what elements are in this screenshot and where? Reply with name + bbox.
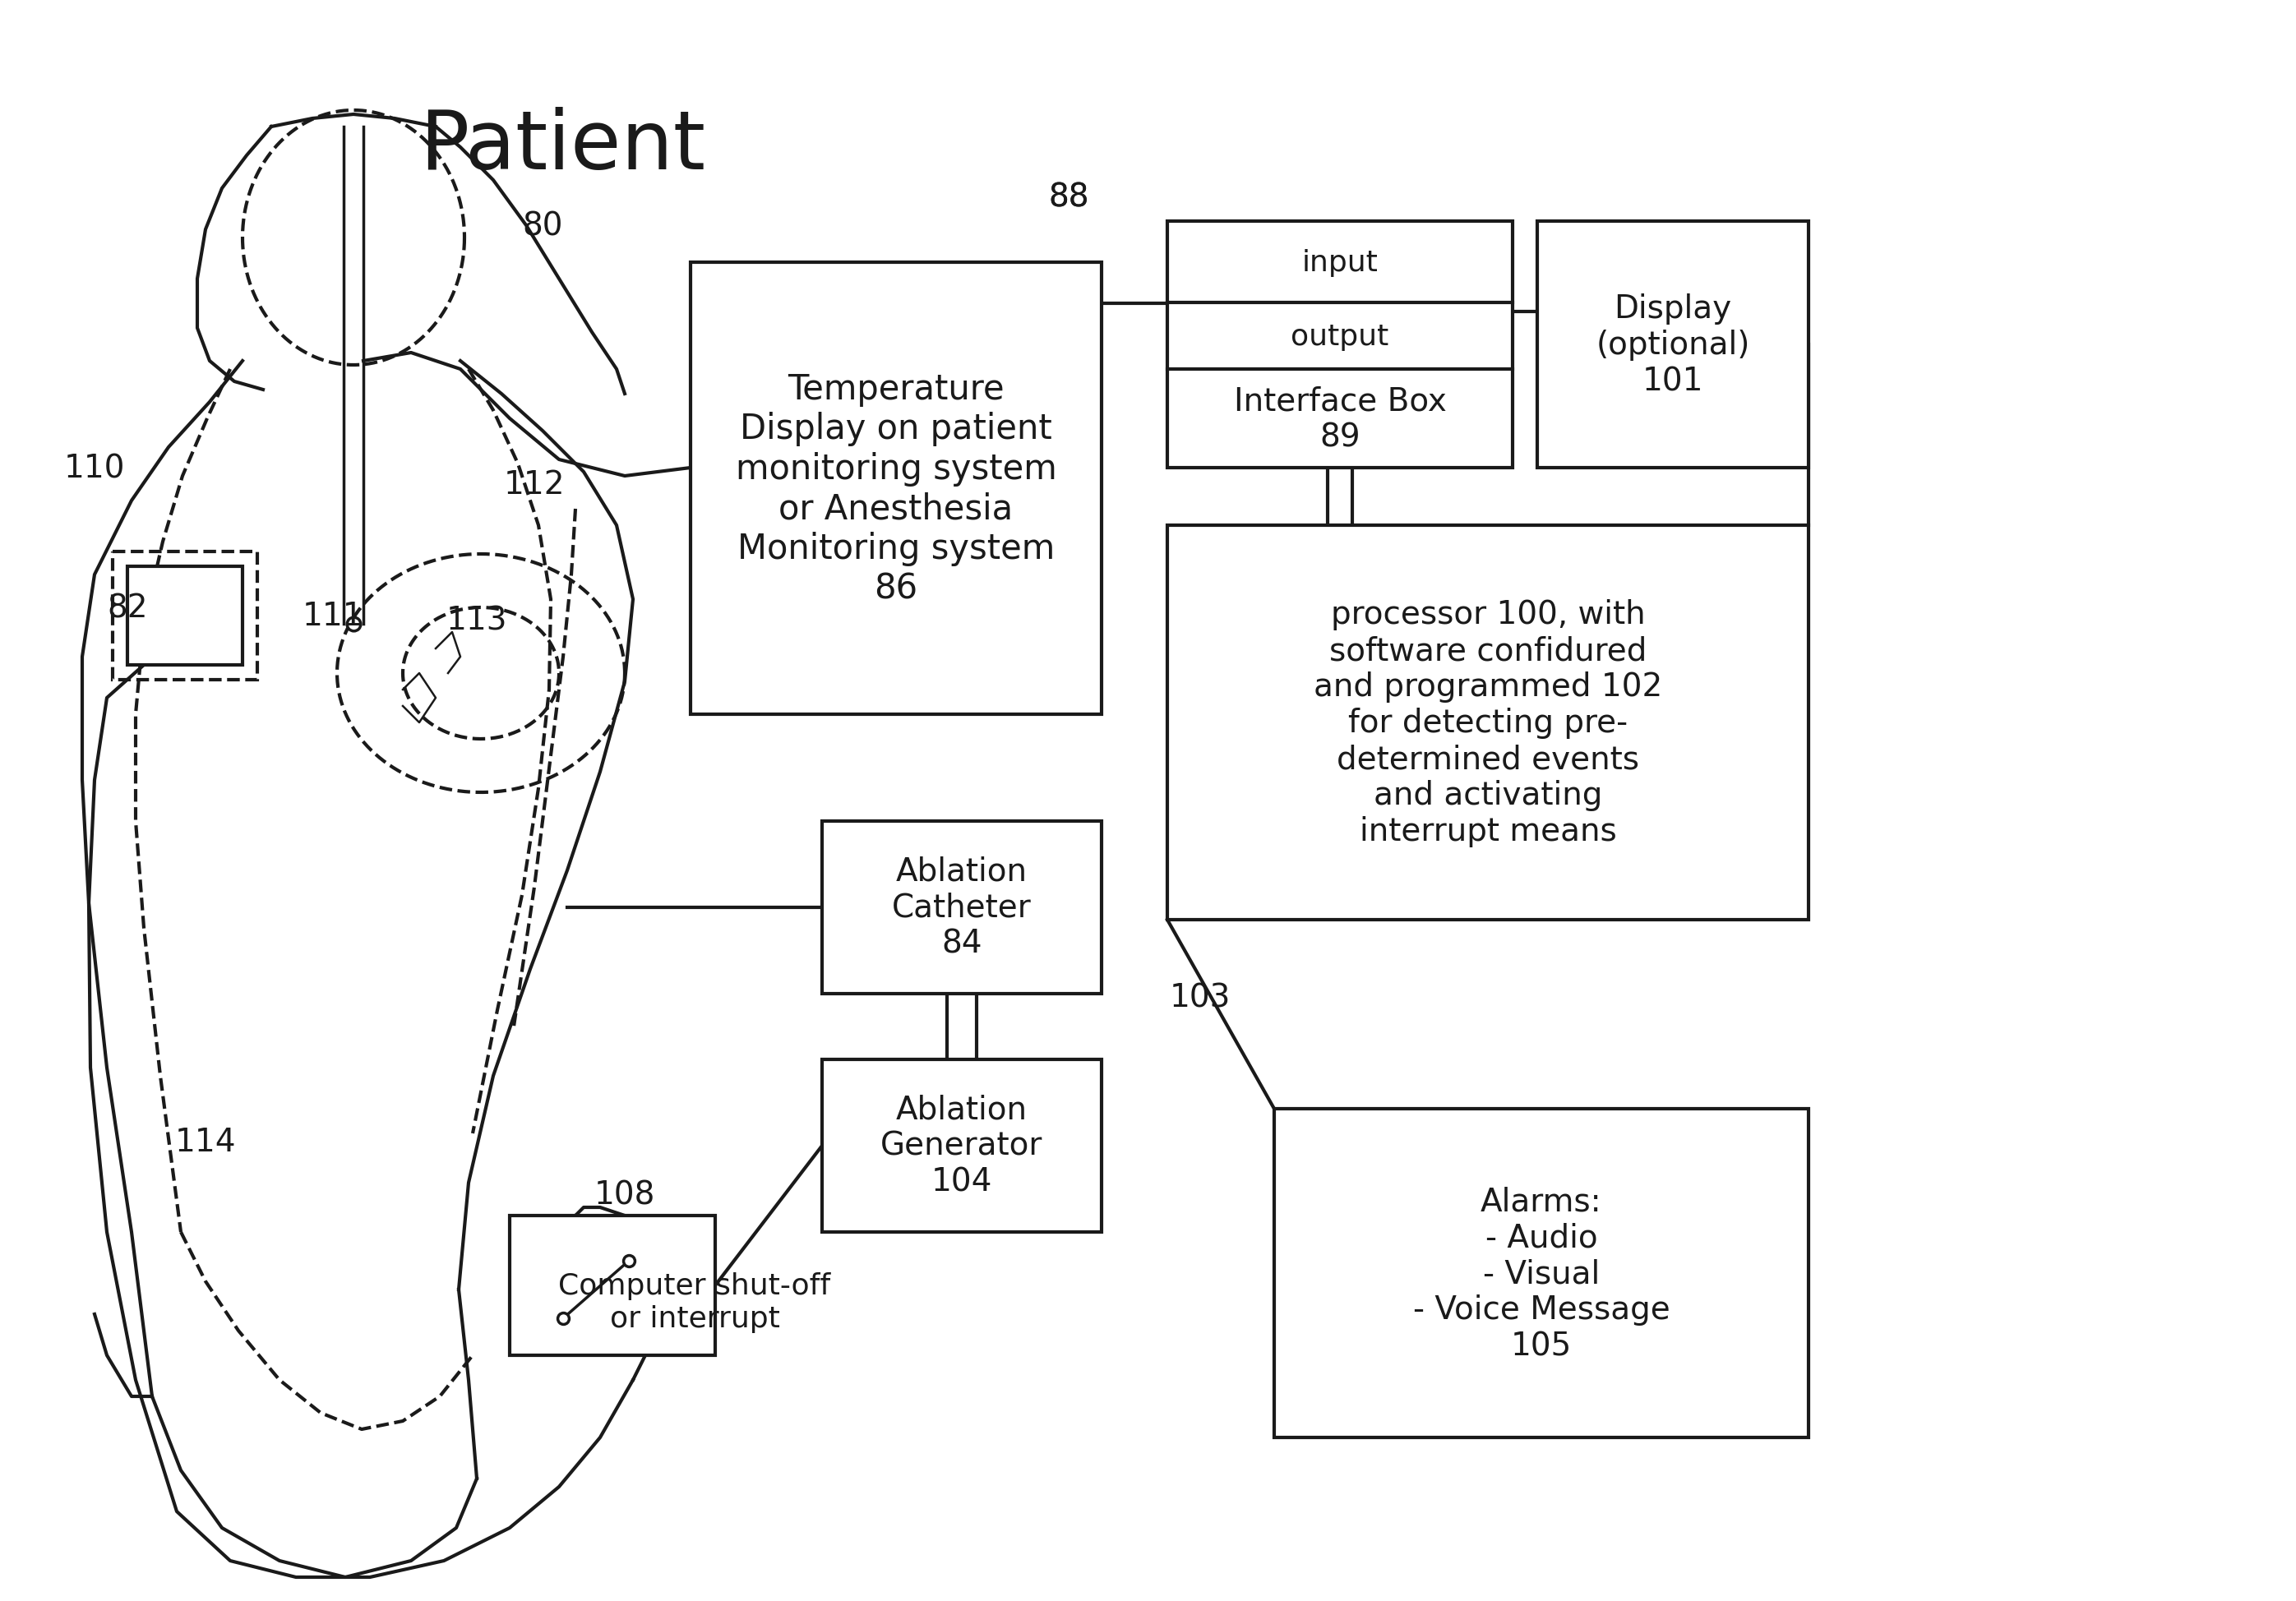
Text: 111: 111 (303, 600, 363, 632)
Bar (1166, 525, 1809, 921)
Text: 80: 80 (521, 210, 563, 242)
Text: processor 100, with
software confidured
and programmed 102
for detecting pre-
de: processor 100, with software confidured … (1313, 599, 1662, 847)
Bar (113, 552, 257, 680)
Text: 112: 112 (503, 469, 565, 500)
Text: 88: 88 (1049, 181, 1088, 213)
Text: Ablation
Catheter
84: Ablation Catheter 84 (893, 857, 1031, 959)
Text: 82: 82 (108, 592, 147, 623)
Text: 88: 88 (1049, 181, 1088, 213)
Text: Patient: Patient (420, 107, 705, 186)
Bar (1538, 223, 1809, 467)
Bar (822, 821, 1102, 994)
Bar (822, 1060, 1102, 1233)
Text: 114: 114 (174, 1126, 236, 1158)
Bar (1166, 223, 1513, 467)
Text: 108: 108 (595, 1180, 654, 1210)
Bar (126, 567, 243, 666)
Bar (1274, 1109, 1809, 1438)
Bar (510, 1215, 714, 1356)
Text: Alarms:
- Audio
- Visual
- Voice Message
105: Alarms: - Audio - Visual - Voice Message… (1412, 1185, 1669, 1361)
Bar (691, 263, 1102, 714)
Text: input: input (1302, 248, 1378, 277)
Text: output: output (1290, 322, 1389, 351)
Text: Interface Box
89: Interface Box 89 (1233, 386, 1446, 453)
Text: Computer shut-off
or interrupt: Computer shut-off or interrupt (558, 1271, 831, 1332)
Text: Temperature
Display on patient
monitoring system
or Anesthesia
Monitoring system: Temperature Display on patient monitorin… (735, 371, 1056, 605)
Text: 103: 103 (1169, 983, 1231, 1013)
Text: 110: 110 (64, 453, 126, 484)
Text: Display
(optional)
101: Display (optional) 101 (1596, 293, 1750, 397)
Text: Ablation
Generator
104: Ablation Generator 104 (882, 1093, 1042, 1198)
Text: 113: 113 (445, 605, 507, 636)
